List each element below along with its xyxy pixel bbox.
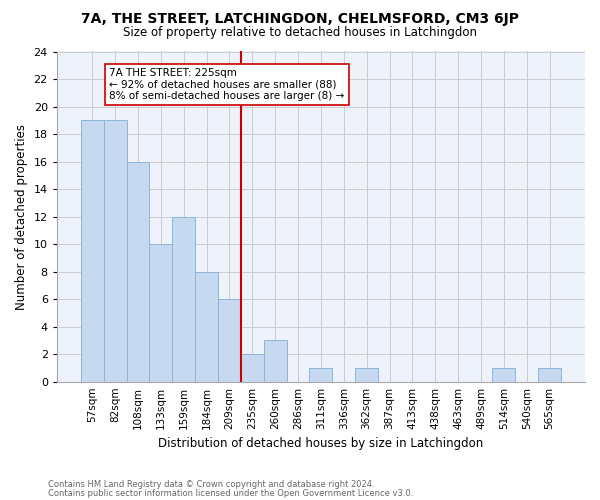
Bar bbox=[81, 120, 104, 382]
Text: Size of property relative to detached houses in Latchingdon: Size of property relative to detached ho… bbox=[123, 26, 477, 39]
Text: 7A, THE STREET, LATCHINGDON, CHELMSFORD, CM3 6JP: 7A, THE STREET, LATCHINGDON, CHELMSFORD,… bbox=[81, 12, 519, 26]
Text: Contains HM Land Registry data © Crown copyright and database right 2024.: Contains HM Land Registry data © Crown c… bbox=[48, 480, 374, 489]
Bar bbox=[218, 299, 241, 382]
Bar bbox=[172, 216, 195, 382]
Y-axis label: Number of detached properties: Number of detached properties bbox=[15, 124, 28, 310]
Bar bbox=[538, 368, 561, 382]
Text: 7A THE STREET: 225sqm
← 92% of detached houses are smaller (88)
8% of semi-detac: 7A THE STREET: 225sqm ← 92% of detached … bbox=[109, 68, 344, 101]
Bar bbox=[104, 120, 127, 382]
Bar bbox=[310, 368, 332, 382]
Bar bbox=[149, 244, 172, 382]
Bar bbox=[264, 340, 287, 382]
Bar bbox=[127, 162, 149, 382]
Bar bbox=[355, 368, 378, 382]
Bar bbox=[195, 272, 218, 382]
Bar bbox=[493, 368, 515, 382]
Bar bbox=[241, 354, 264, 382]
X-axis label: Distribution of detached houses by size in Latchingdon: Distribution of detached houses by size … bbox=[158, 437, 484, 450]
Text: Contains public sector information licensed under the Open Government Licence v3: Contains public sector information licen… bbox=[48, 488, 413, 498]
